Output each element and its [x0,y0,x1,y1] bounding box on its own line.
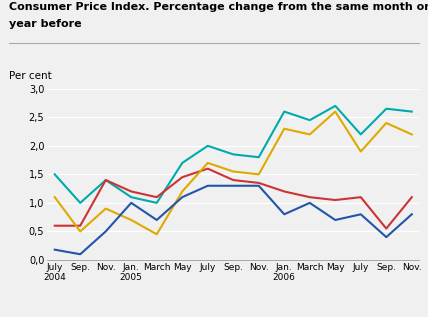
Text: Consumer Price Index. Percentage change from the same month one: Consumer Price Index. Percentage change … [9,2,428,12]
CPI [333,104,338,108]
Line: CPI: CPI [55,106,412,203]
CPI-ATE [129,201,134,205]
CPI-ATE [103,230,108,233]
CPI-ATE [231,184,236,188]
CPI-AT [205,161,210,165]
CPI-AE [77,224,83,228]
CPI-AT [154,232,159,236]
CPI-AE [333,198,338,202]
CPI [282,110,287,113]
CPI-ATE [256,184,262,188]
CPI-AT [384,121,389,125]
CPI [103,178,108,182]
CPI-ATE [409,212,414,216]
CPI-ATE [180,195,185,199]
CPI [77,201,83,205]
CPI [205,144,210,148]
CPI-AE [205,167,210,171]
CPI-AE [282,190,287,193]
CPI [129,195,134,199]
CPI-AE [256,181,262,185]
CPI-AE [129,190,134,193]
CPI [154,201,159,205]
CPI [358,133,363,136]
CPI-AT [129,218,134,222]
CPI [409,110,414,113]
CPI-AT [180,190,185,193]
CPI-AE [154,195,159,199]
CPI-AE [180,175,185,179]
Text: year before: year before [9,19,81,29]
CPI-AE [52,224,57,228]
CPI-AE [307,195,312,199]
CPI [384,107,389,111]
Text: Per cent: Per cent [9,71,51,81]
Legend: CPI, CPI-AE, CPI-AT, CPI-ATE: CPI, CPI-AE, CPI-AT, CPI-ATE [101,313,365,317]
CPI [307,118,312,122]
CPI-ATE [52,248,57,252]
CPI [52,172,57,176]
CPI-ATE [77,252,83,256]
CPI-AT [103,207,108,210]
CPI-AE [231,178,236,182]
Line: CPI-AT: CPI-AT [55,112,412,234]
Line: CPI-AE: CPI-AE [55,169,412,229]
CPI [231,152,236,156]
CPI-AT [52,195,57,199]
CPI-ATE [384,235,389,239]
CPI-AE [409,195,414,199]
CPI-AT [77,230,83,233]
CPI-AT [409,133,414,136]
CPI-ATE [333,218,338,222]
CPI-AT [282,127,287,131]
CPI-AT [231,170,236,173]
CPI-ATE [307,201,312,205]
CPI-AT [333,110,338,113]
CPI-ATE [282,212,287,216]
CPI [180,161,185,165]
CPI [256,155,262,159]
CPI-AE [103,178,108,182]
CPI-AE [358,195,363,199]
CPI-ATE [358,212,363,216]
Line: CPI-ATE: CPI-ATE [55,186,412,254]
CPI-AT [256,172,262,176]
CPI-AT [307,133,312,136]
CPI-ATE [154,218,159,222]
CPI-AT [358,150,363,153]
CPI-ATE [205,184,210,188]
CPI-AE [384,227,389,230]
